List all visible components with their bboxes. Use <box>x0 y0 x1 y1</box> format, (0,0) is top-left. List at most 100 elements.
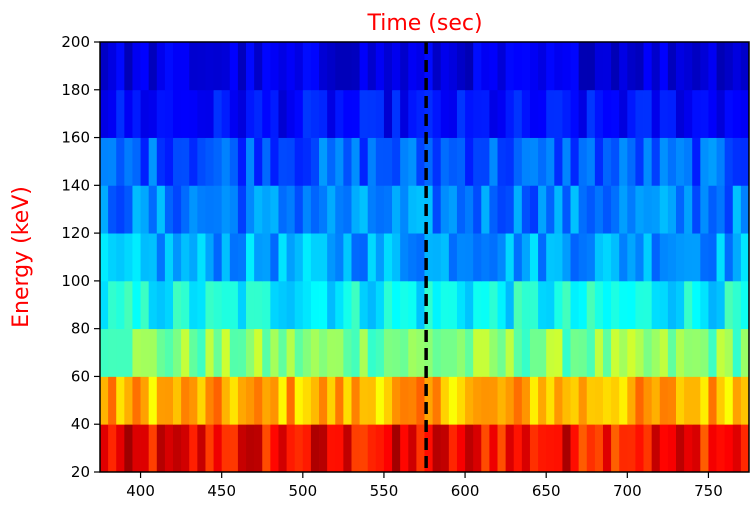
heatmap-cell <box>651 137 661 186</box>
heatmap-cell <box>489 42 498 91</box>
heatmap-cell <box>335 42 344 91</box>
heatmap-cell <box>424 233 434 282</box>
heatmap-cell <box>197 328 206 377</box>
heatmap-cell <box>270 280 279 330</box>
heatmap-cell <box>554 280 563 330</box>
heatmap-cell <box>213 89 223 138</box>
heatmap-cell <box>602 376 612 425</box>
heatmap-cell <box>554 233 563 282</box>
heatmap-cell <box>156 233 166 282</box>
heatmap-cell <box>294 185 304 234</box>
heatmap-cell <box>294 280 304 330</box>
heatmap-cell <box>173 89 182 138</box>
heatmap-cell <box>132 233 141 282</box>
y-tick-label: 60 <box>71 367 90 385</box>
y-tick-label: 180 <box>61 81 90 99</box>
heatmap-cell <box>578 233 588 282</box>
heatmap-cell <box>246 185 255 234</box>
heatmap-cell <box>148 280 158 330</box>
heatmap-cell <box>229 185 239 234</box>
heatmap-cell <box>521 185 531 234</box>
heatmap-cell <box>554 424 563 473</box>
heatmap-cell <box>432 42 442 91</box>
heatmap-cell <box>570 185 580 234</box>
heatmap-cell <box>529 137 539 186</box>
heatmap-cell <box>197 89 206 138</box>
heatmap-cell <box>586 42 596 91</box>
heatmap-cell <box>286 233 296 282</box>
heatmap-cell <box>497 280 507 330</box>
heatmap-cell <box>319 328 328 377</box>
heatmap-cell <box>643 280 653 330</box>
heatmap-cell <box>132 185 141 234</box>
heatmap-cell <box>416 42 425 91</box>
heatmap-cell <box>173 42 182 91</box>
heatmap-cell <box>416 89 425 138</box>
heatmap-cell <box>627 328 636 377</box>
heatmap-cell <box>319 137 328 186</box>
heatmap-cell <box>319 233 328 282</box>
heatmap-cell <box>716 233 726 282</box>
heatmap-cell <box>611 233 620 282</box>
heatmap-cell <box>570 42 580 91</box>
heatmap-cell <box>651 280 661 330</box>
y-tick-label: 160 <box>61 129 90 147</box>
heatmap-cell <box>521 233 531 282</box>
heatmap-cell <box>602 137 612 186</box>
heatmap-cell <box>205 42 214 91</box>
heatmap-cell <box>310 280 320 330</box>
heatmap-cell <box>262 424 271 473</box>
heatmap-cell <box>351 137 360 186</box>
heatmap-cell <box>505 89 515 138</box>
x-tick-label: 650 <box>532 482 561 500</box>
heatmap-cell <box>254 137 263 186</box>
heatmap-cell <box>659 424 669 473</box>
heatmap-cell <box>611 280 620 330</box>
heatmap-cell <box>740 185 750 234</box>
heatmap-cell <box>278 42 287 91</box>
heatmap-cell <box>570 89 580 138</box>
x-tick-label: 750 <box>694 482 723 500</box>
heatmap-cell <box>343 328 352 377</box>
heatmap-cell <box>489 233 498 282</box>
heatmap-cell <box>181 424 190 473</box>
heatmap-cell <box>635 280 644 330</box>
heatmap-cell <box>692 424 701 473</box>
heatmap-cell <box>375 137 385 186</box>
heatmap-cell <box>278 424 287 473</box>
heatmap-cell <box>140 328 150 377</box>
heatmap-cell <box>237 280 247 330</box>
heatmap-cell <box>213 280 223 330</box>
heatmap-cell <box>667 42 677 91</box>
heatmap-cell <box>627 89 636 138</box>
heatmap-cell <box>392 89 401 138</box>
heatmap-cell <box>594 376 604 425</box>
heatmap-cell <box>554 89 563 138</box>
heatmap-cell <box>367 137 377 186</box>
heatmap-cell <box>221 328 231 377</box>
heatmap-cell <box>310 328 320 377</box>
heatmap-cell <box>692 185 701 234</box>
heatmap-cell <box>278 328 287 377</box>
heatmap-cell <box>432 89 442 138</box>
heatmap-cell <box>489 376 498 425</box>
heatmap-cell <box>108 328 117 377</box>
heatmap-cell <box>481 137 490 186</box>
heatmap-cell <box>327 424 336 473</box>
heatmap-cell <box>700 280 709 330</box>
heatmap-cell <box>481 328 490 377</box>
heatmap-cell <box>189 185 198 234</box>
heatmap-cell <box>270 185 279 234</box>
heatmap-cell <box>156 424 166 473</box>
heatmap-cell <box>424 42 434 91</box>
heatmap-cell <box>440 137 450 186</box>
heatmap-cell <box>197 137 206 186</box>
heatmap-cell <box>635 233 644 282</box>
heatmap-cell <box>359 42 369 91</box>
heatmap-cell <box>667 185 677 234</box>
heatmap-cell <box>643 42 653 91</box>
heatmap-cell <box>740 376 750 425</box>
heatmap-cell <box>116 424 125 473</box>
heatmap-cell <box>724 185 734 234</box>
heatmap-cell <box>667 233 677 282</box>
